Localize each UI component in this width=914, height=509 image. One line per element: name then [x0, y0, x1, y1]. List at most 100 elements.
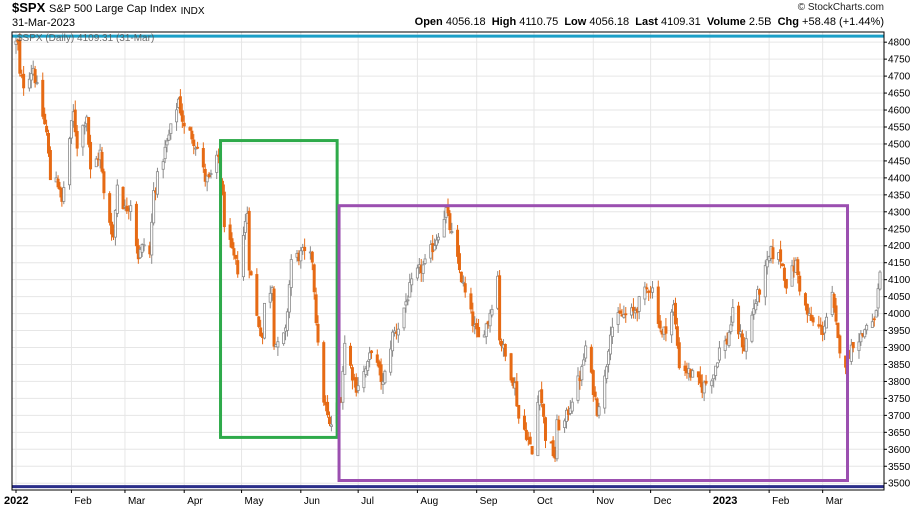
high-label: High — [491, 16, 517, 28]
candle-body — [857, 341, 861, 352]
volume-value: 2.5B — [748, 16, 772, 28]
candle-body — [790, 265, 794, 287]
y-tick-label: 4300 — [888, 207, 911, 218]
candle-body — [142, 244, 146, 247]
candle-body — [488, 312, 492, 327]
candle-body — [450, 231, 454, 234]
x-tick-label: Aug — [420, 496, 438, 507]
candle-body — [192, 139, 196, 146]
x-tick-label: Nov — [596, 496, 614, 507]
candle-body — [763, 265, 767, 298]
x-tick-label: 2023 — [713, 495, 737, 507]
x-tick-label: Mar — [128, 496, 146, 507]
candle-body — [522, 415, 526, 430]
exchange-label: INDX — [180, 6, 205, 17]
candle-body — [402, 307, 406, 329]
candle-body — [805, 303, 809, 315]
x-axis-ticks: 2022 Feb Mar Apr May Jun Jul Aug Sep Oct Nov Dec 202… — [4, 490, 844, 507]
y-tick-label: 4100 — [888, 275, 911, 286]
candle-body — [540, 389, 544, 404]
candle-body — [314, 294, 318, 324]
candle-body — [228, 224, 232, 240]
y-tick-label: 4700 — [888, 72, 911, 83]
candle-body — [589, 346, 593, 373]
candle-body — [180, 110, 184, 122]
candle-body — [870, 321, 874, 328]
candle-body — [83, 125, 87, 128]
candle-body — [807, 313, 811, 316]
candle-body — [631, 306, 635, 312]
candle-body — [677, 342, 681, 369]
candle-body — [167, 134, 171, 141]
y-tick-label: 3750 — [888, 394, 911, 405]
green-rectangle — [219, 139, 339, 439]
candle-body — [343, 342, 347, 375]
candle-body — [542, 403, 546, 417]
candle-body — [779, 249, 783, 262]
candle-body — [435, 239, 439, 246]
candle-body — [282, 332, 286, 345]
candle-body — [115, 184, 119, 214]
candle-body — [461, 281, 465, 284]
candle-body — [241, 234, 245, 278]
y-tick-label: 4200 — [888, 241, 911, 252]
candle-body — [477, 327, 481, 338]
candle-body — [259, 327, 263, 337]
candle-body — [247, 210, 251, 271]
candle-body — [607, 350, 611, 365]
candle-body — [872, 318, 876, 321]
date-label: 31-Mar-2023 — [12, 17, 75, 29]
candle-body — [41, 79, 45, 117]
y-tick-label: 4450 — [888, 156, 911, 167]
candle-body — [570, 401, 574, 412]
candle-body — [459, 271, 463, 283]
candle-body — [215, 154, 219, 173]
candle-body — [597, 406, 601, 416]
candle-body — [608, 334, 612, 355]
legend-text: $SPX (Daily) 4109.31 (31-Mar) — [17, 33, 154, 44]
candle-body — [710, 380, 714, 387]
candle-body — [45, 125, 49, 133]
candle-body — [169, 123, 173, 134]
candle-body — [811, 317, 815, 323]
candle-body — [819, 324, 823, 327]
candle-body — [113, 210, 117, 238]
candle-body — [515, 381, 519, 407]
candle-body — [771, 247, 775, 260]
candlesticks — [14, 33, 882, 462]
candle-body — [490, 308, 494, 316]
candle-body — [436, 236, 440, 241]
candle-body — [836, 322, 840, 339]
candle-body — [851, 341, 855, 349]
candle-body — [316, 323, 320, 343]
candle-body — [375, 354, 379, 363]
chg-label: Chg — [777, 16, 799, 28]
open-label: Open — [414, 16, 443, 28]
candle-body — [362, 371, 366, 389]
candle-body — [744, 338, 748, 352]
candle-body — [234, 254, 238, 259]
candle-body — [203, 168, 207, 182]
candle-body — [832, 293, 836, 308]
candle-body — [257, 316, 261, 327]
candle-body — [484, 323, 488, 337]
candle-body — [379, 364, 383, 382]
y-tick-label: 3500 — [888, 479, 911, 490]
index-name-text: S&P 500 Large Cap Index — [49, 3, 177, 15]
candle-body — [73, 109, 77, 133]
candle-body — [205, 175, 209, 183]
candle-body — [714, 365, 718, 376]
candle-body — [43, 113, 47, 125]
candle-body — [781, 263, 785, 267]
candle-body — [475, 323, 479, 330]
candle-body — [178, 96, 182, 114]
candle-body — [849, 344, 853, 362]
candle-body — [272, 288, 276, 347]
candle-body — [622, 314, 626, 318]
candle-body — [62, 187, 66, 202]
candle-body — [299, 250, 303, 262]
candle-body — [121, 186, 125, 209]
candle-body — [509, 353, 513, 381]
candle-body — [543, 417, 547, 441]
candle-body — [350, 367, 354, 381]
